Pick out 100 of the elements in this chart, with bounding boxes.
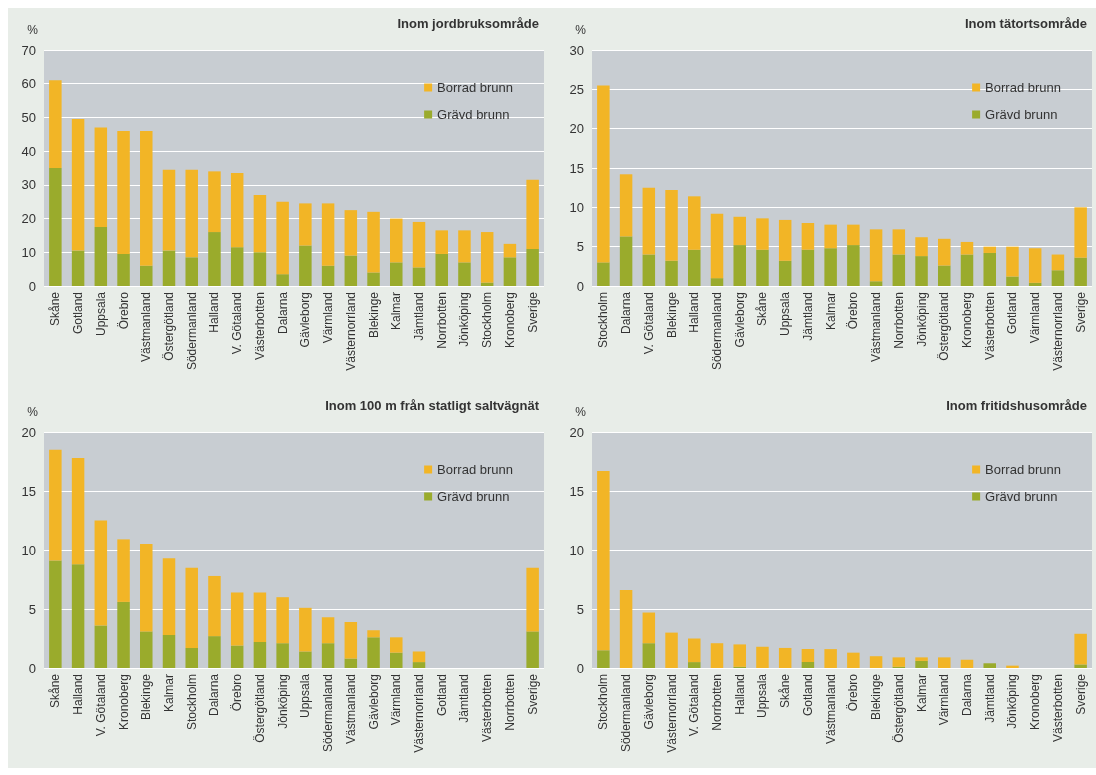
x-tick-label: Kalmar (389, 292, 404, 331)
bar (276, 201, 289, 275)
bar (915, 660, 928, 668)
bar (299, 245, 312, 286)
bar (756, 249, 769, 286)
x-tick-label: Örebro (230, 673, 245, 712)
x-tick-label: Västerbotten (480, 674, 495, 743)
bar (642, 643, 656, 668)
x-tick-label: Dalarna (960, 673, 974, 717)
bar (756, 218, 769, 250)
bar (1074, 257, 1087, 286)
x-tick-label: Jämtland (412, 292, 426, 341)
y-tick-label: 15 (569, 160, 584, 176)
bar (938, 657, 951, 668)
x-tick-label: Halland (687, 292, 702, 333)
bar (299, 651, 312, 668)
x-tick-label: Värmland (321, 292, 336, 344)
bar (276, 597, 289, 644)
bar (435, 253, 448, 286)
bar (847, 652, 860, 668)
bar (915, 256, 928, 286)
bar (117, 130, 130, 254)
bar (276, 643, 289, 668)
bar (619, 590, 633, 668)
legend-label: Grävd brunn (437, 107, 510, 122)
x-tick-label: Dalarna (275, 291, 290, 335)
chart-title: Inom 100 m från statligt saltvägnät (325, 398, 540, 413)
x-tick-label: Östergötland (252, 674, 267, 743)
bar (983, 246, 996, 253)
x-tick-label: Uppsala (778, 291, 793, 337)
bar (344, 658, 358, 668)
bar (344, 210, 358, 256)
bar (299, 607, 312, 652)
x-tick-label: Gotland (71, 292, 86, 335)
bar (710, 643, 724, 668)
x-tick-label: Västernorrland (343, 292, 358, 371)
x-tick-label: Örebro (846, 673, 861, 712)
x-tick-label: Kronoberg (1028, 674, 1043, 731)
bar (208, 575, 221, 637)
y-axis-title: % (27, 405, 39, 419)
bar (824, 224, 837, 249)
x-tick-label: Västernorrland (1050, 292, 1065, 371)
legend-label: Grävd brunn (985, 107, 1058, 122)
bar (710, 278, 724, 286)
bar (185, 169, 198, 258)
x-tick-label: Halland (71, 674, 86, 715)
bar (801, 223, 815, 250)
bar (94, 520, 108, 626)
bar (253, 642, 267, 668)
x-tick-label: Västerbotten (982, 292, 997, 361)
x-tick-label: Jönköping (457, 292, 472, 347)
bar (869, 229, 883, 282)
bar (140, 265, 153, 286)
bar (435, 230, 448, 254)
bar (597, 85, 610, 263)
bar (321, 617, 335, 644)
bar (960, 659, 974, 668)
bar (230, 645, 244, 668)
x-tick-label: Gävleborg (298, 292, 313, 348)
legend-label: Grävd brunn (985, 489, 1058, 504)
x-tick-label: Värmland (389, 674, 404, 726)
x-tick-label: Västernorrland (664, 674, 679, 753)
y-tick-label: 15 (21, 483, 36, 499)
bar (458, 230, 471, 263)
x-tick-label: Gotland (1005, 292, 1020, 335)
bar (140, 631, 153, 668)
bar (412, 221, 426, 268)
x-tick-label: Halland (207, 292, 222, 333)
bar (412, 267, 426, 286)
bar (117, 601, 130, 668)
bar (733, 245, 746, 286)
x-tick-label: Södermanland (321, 674, 336, 753)
x-tick-label: Sverige (525, 673, 540, 715)
bar (344, 255, 358, 286)
x-tick-label: Norrbotten (434, 292, 449, 349)
x-tick-label: Västmanland (139, 292, 154, 363)
bar (778, 260, 792, 286)
bar (503, 243, 517, 258)
bar (688, 662, 701, 668)
bar (299, 203, 312, 246)
bar (983, 252, 996, 286)
x-tick-label: Stockholm (596, 292, 611, 349)
bar (1028, 282, 1042, 286)
x-tick-label: Stockholm (480, 292, 495, 349)
x-tick-label: Norrbotten (891, 292, 906, 349)
bar (49, 560, 62, 668)
bar (94, 227, 108, 286)
bar (71, 564, 85, 668)
bar (94, 625, 108, 668)
y-tick-label: 15 (569, 483, 584, 499)
x-tick-label: Sverige (1073, 291, 1088, 333)
legend-label: Borrad brunn (437, 80, 514, 95)
bar (49, 80, 62, 168)
bar (458, 262, 471, 286)
bar (367, 272, 380, 286)
bar (94, 127, 108, 227)
x-tick-label: Kronoberg (116, 674, 131, 731)
bar (801, 662, 815, 668)
y-tick-label: 30 (21, 177, 36, 193)
bar (344, 621, 358, 659)
